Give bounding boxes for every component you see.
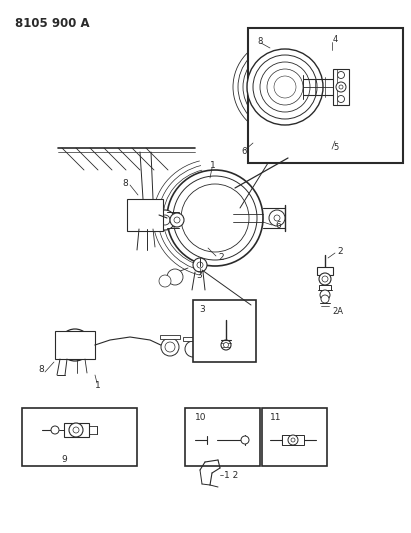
- Circle shape: [174, 217, 180, 223]
- Circle shape: [319, 273, 331, 285]
- Circle shape: [59, 329, 91, 361]
- Bar: [317, 267, 333, 275]
- Circle shape: [339, 85, 343, 89]
- Circle shape: [197, 262, 203, 268]
- Circle shape: [221, 340, 231, 350]
- Text: 1: 1: [210, 160, 216, 169]
- Text: 5: 5: [333, 143, 338, 152]
- Circle shape: [253, 55, 317, 119]
- Circle shape: [73, 343, 77, 347]
- Text: 4: 4: [333, 36, 338, 44]
- Text: 8: 8: [122, 179, 128, 188]
- Bar: [248, 28, 403, 163]
- Circle shape: [73, 427, 79, 433]
- Bar: [333, 69, 349, 105]
- Bar: [22, 408, 137, 466]
- Circle shape: [159, 275, 171, 287]
- Circle shape: [321, 295, 329, 303]
- Polygon shape: [207, 436, 217, 444]
- Text: 2A: 2A: [332, 308, 343, 317]
- Bar: [55, 331, 95, 359]
- Text: 6: 6: [241, 147, 246, 156]
- Circle shape: [260, 62, 310, 112]
- Bar: [160, 335, 180, 339]
- Bar: [127, 199, 163, 231]
- Text: 11: 11: [270, 414, 282, 423]
- Circle shape: [288, 435, 298, 445]
- Circle shape: [165, 342, 175, 352]
- Text: 2: 2: [337, 247, 343, 256]
- Text: 1 2: 1 2: [224, 471, 238, 480]
- Bar: [262, 408, 327, 466]
- Circle shape: [193, 258, 207, 272]
- Circle shape: [241, 436, 249, 444]
- Circle shape: [181, 184, 249, 252]
- Circle shape: [131, 201, 159, 229]
- Circle shape: [137, 207, 153, 223]
- Circle shape: [322, 276, 328, 282]
- Bar: [282, 435, 304, 445]
- Circle shape: [291, 438, 295, 442]
- Circle shape: [65, 335, 85, 355]
- Circle shape: [170, 213, 184, 227]
- Text: 10: 10: [195, 414, 206, 423]
- Circle shape: [69, 423, 83, 437]
- Text: 9: 9: [61, 456, 67, 464]
- Bar: [319, 285, 331, 290]
- Text: 6: 6: [275, 221, 281, 230]
- Circle shape: [70, 340, 80, 350]
- Text: 3: 3: [196, 271, 202, 280]
- Circle shape: [224, 343, 229, 348]
- Bar: [64, 423, 89, 437]
- Text: 2: 2: [218, 254, 224, 262]
- Circle shape: [167, 269, 183, 285]
- Circle shape: [155, 210, 175, 230]
- Text: 8105 900 A: 8105 900 A: [15, 17, 90, 30]
- Bar: [183, 337, 203, 341]
- Circle shape: [160, 215, 170, 225]
- Circle shape: [320, 290, 330, 300]
- Circle shape: [167, 170, 263, 266]
- Circle shape: [337, 71, 344, 78]
- Text: 3: 3: [199, 305, 205, 314]
- Text: 8: 8: [38, 366, 44, 375]
- Circle shape: [51, 426, 59, 434]
- Circle shape: [247, 49, 323, 125]
- Circle shape: [269, 210, 285, 226]
- Text: 8: 8: [257, 37, 262, 46]
- Bar: [185, 408, 260, 466]
- Circle shape: [161, 338, 179, 356]
- Circle shape: [274, 76, 296, 98]
- Circle shape: [185, 341, 201, 357]
- Circle shape: [337, 95, 344, 102]
- Circle shape: [173, 176, 257, 260]
- Circle shape: [274, 215, 280, 221]
- Circle shape: [141, 212, 148, 219]
- Bar: [193, 300, 256, 362]
- Circle shape: [267, 69, 303, 105]
- Text: 1: 1: [95, 381, 101, 390]
- Circle shape: [336, 82, 346, 92]
